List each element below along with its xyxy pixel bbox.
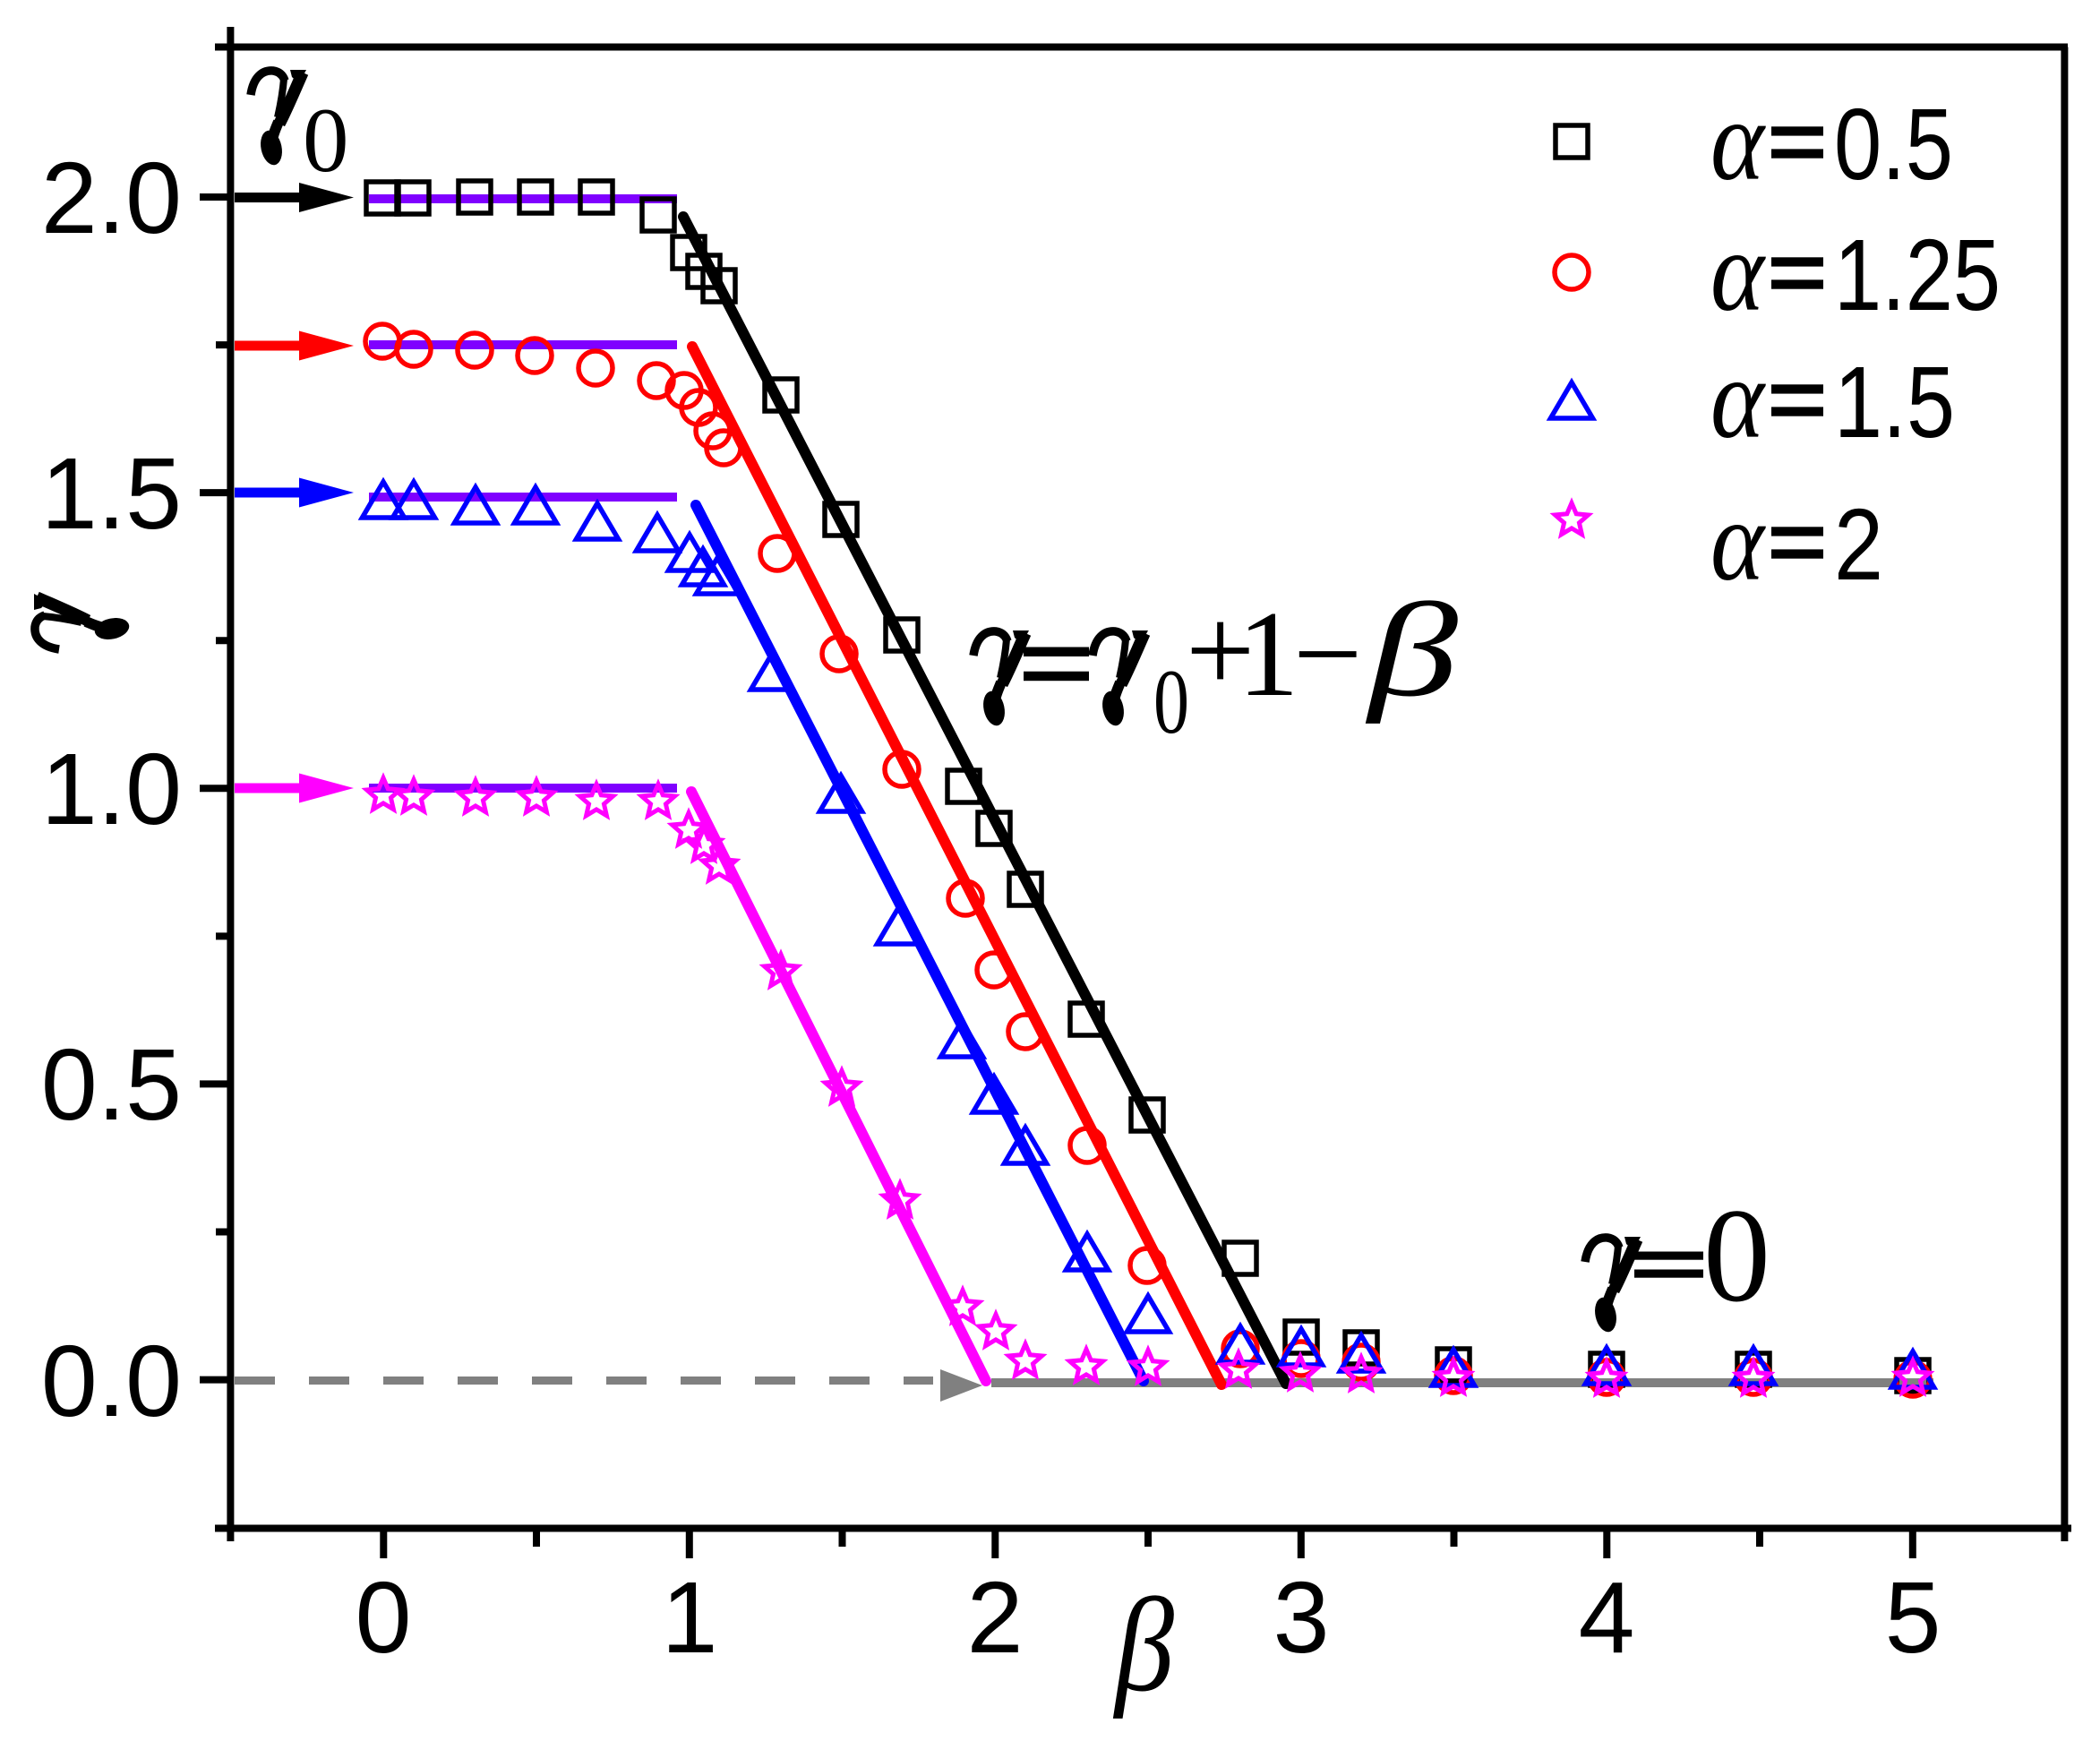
svg-text:α: α <box>1710 335 1767 462</box>
svg-text:3: 3 <box>1273 1561 1330 1674</box>
svg-text:2.0: 2.0 <box>41 142 182 254</box>
svg-text:5: 5 <box>1885 1561 1941 1674</box>
svg-text:0: 0 <box>303 90 349 192</box>
svg-text:0.5: 0.5 <box>1834 88 1953 201</box>
svg-text:2: 2 <box>1834 488 1883 601</box>
svg-text:0: 0 <box>1153 651 1189 753</box>
svg-text:α: α <box>1710 477 1767 605</box>
svg-text:1.5: 1.5 <box>41 437 182 550</box>
svg-text:0: 0 <box>356 1561 412 1674</box>
svg-text:1.0: 1.0 <box>41 733 182 845</box>
svg-text:4: 4 <box>1579 1561 1635 1674</box>
svg-text:0.0: 0.0 <box>41 1325 182 1437</box>
svg-text:1: 1 <box>662 1561 718 1674</box>
svg-text:β: β <box>1365 576 1458 725</box>
svg-text:0.5: 0.5 <box>41 1028 182 1141</box>
svg-text:1: 1 <box>1238 586 1299 722</box>
svg-text:2: 2 <box>967 1561 1024 1674</box>
svg-text:β: β <box>1112 1571 1174 1720</box>
svg-text:0: 0 <box>1703 1181 1770 1330</box>
svg-text:α: α <box>1710 208 1767 335</box>
svg-text:1.25: 1.25 <box>1834 219 2001 331</box>
svg-text:−: − <box>1293 586 1362 722</box>
svg-text:1.5: 1.5 <box>1834 346 1955 459</box>
svg-text:+: + <box>1186 582 1255 718</box>
svg-text:α: α <box>1710 77 1767 204</box>
